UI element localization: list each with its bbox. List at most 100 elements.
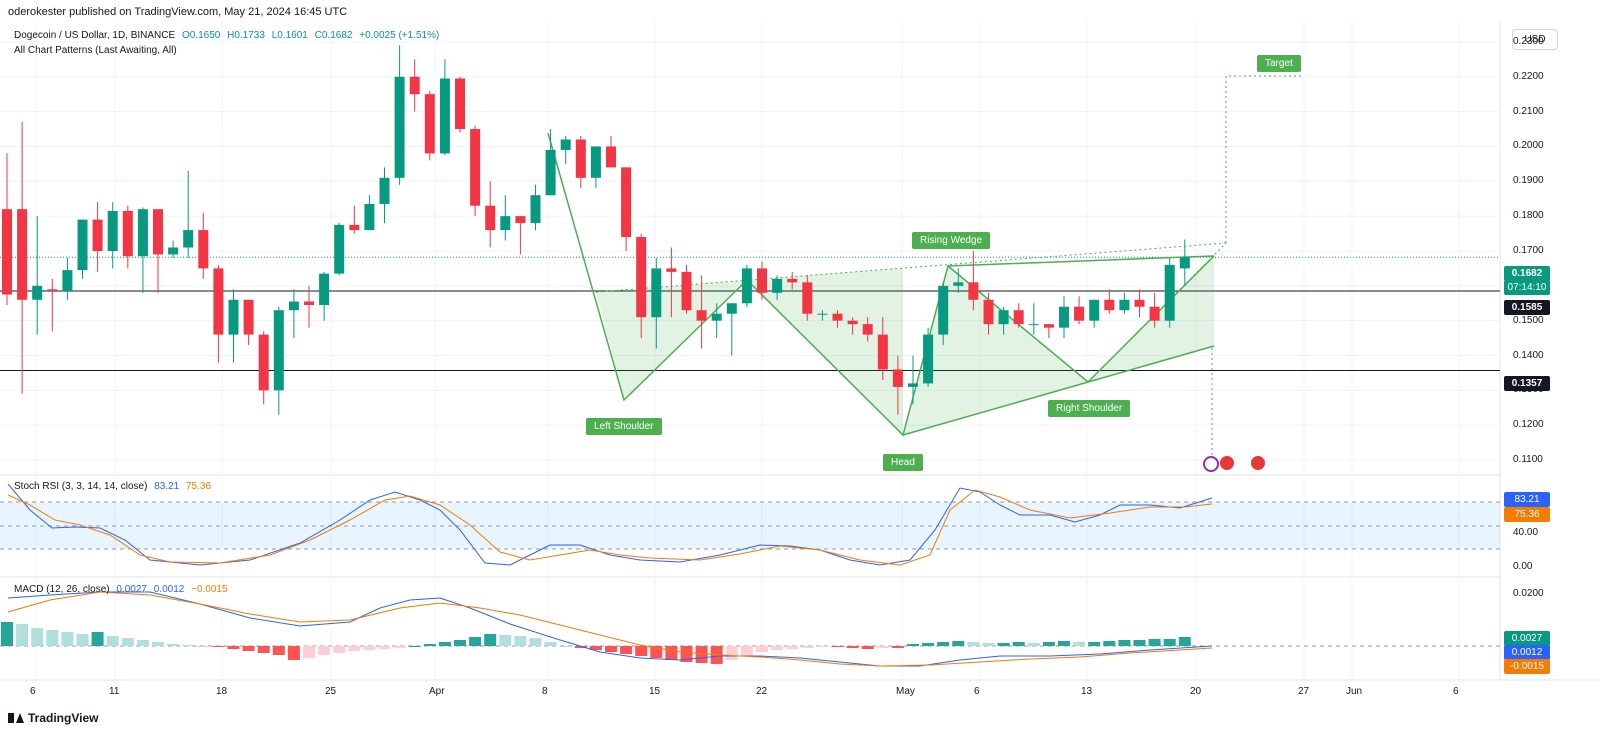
candle-body: [1134, 299, 1145, 307]
macd-histogram-bar: [861, 646, 874, 649]
candle-body: [364, 203, 375, 231]
macd-histogram-bar: [333, 646, 346, 653]
macd-histogram-bar: [61, 632, 74, 646]
candle-body: [424, 94, 435, 154]
ohlc-close: C0.1682: [314, 30, 353, 41]
macd-histogram-bar: [31, 628, 44, 646]
macd-histogram-bar: [1133, 640, 1146, 646]
macd-histogram-bar: [680, 646, 693, 662]
macd-histogram-bar: [876, 646, 889, 648]
macd-histogram-bar: [771, 646, 784, 650]
time-axis-label: 15: [649, 686, 661, 697]
macd-histogram-bar: [620, 646, 633, 654]
candle-body: [198, 230, 209, 269]
macd-histogram-bar: [1058, 641, 1070, 646]
us-flag-event-icon-2[interactable]: [1251, 456, 1265, 470]
candle-body: [772, 278, 783, 293]
candle-body: [1149, 306, 1160, 321]
macd-histogram-bar: [46, 630, 59, 646]
macd-histogram-bar: [831, 646, 844, 647]
patterns-legend[interactable]: All Chart Patterns (Last Awaiting, All): [14, 45, 181, 56]
candle-body: [62, 270, 73, 292]
macd-histogram-bar: [786, 646, 799, 649]
candle-body: [862, 324, 873, 335]
wedge-upper-line: [947, 255, 1215, 267]
target-label[interactable]: Target: [1257, 55, 1301, 72]
price-axis-label: 0.1800: [1513, 210, 1544, 222]
top-bar: oderokester published on TradingView.com…: [0, 0, 1600, 24]
macd-histogram-bar: [574, 646, 587, 648]
candle-body: [485, 205, 496, 231]
candle-body: [817, 313, 828, 315]
time-axis-label: 8: [542, 686, 548, 697]
us-flag-event-icon[interactable]: [1220, 456, 1234, 470]
stoch-d-value: 75.36: [186, 481, 212, 492]
macd-hist-tag: 0.0027: [1504, 631, 1550, 646]
rising-wedge-label[interactable]: Rising Wedge: [912, 232, 991, 249]
candle-body: [877, 334, 888, 370]
macd-histogram-bar: [393, 646, 406, 648]
macd-histogram-bar: [242, 646, 255, 651]
price-axis-label: 0.1100: [1513, 454, 1543, 466]
price-axis-label: 0.2100: [1513, 105, 1544, 117]
candle-body: [379, 177, 390, 204]
candle-body: [1104, 299, 1115, 311]
time-axis-label: 22: [756, 686, 768, 697]
price-axis-label: 0.1900: [1513, 175, 1544, 187]
symbol-legend[interactable]: Dogecoin / US Dollar, 1D, BINANCE O0.165…: [14, 30, 443, 41]
price-axis-label: 0.1400: [1513, 349, 1544, 361]
candle-body: [273, 310, 284, 391]
macd-histogram-bar: [212, 646, 225, 647]
macd-histogram-bar: [891, 646, 904, 648]
macd-histogram-bar: [1042, 642, 1055, 646]
stoch-d-tag: 75.36: [1504, 507, 1550, 522]
candle-body: [500, 216, 511, 231]
stoch-legend[interactable]: Stoch RSI (3, 3, 14, 14, close) 83.21 75…: [14, 481, 215, 492]
tradingview-logo[interactable]: TradingView: [8, 711, 98, 725]
event-lightning-icon[interactable]: [1203, 456, 1219, 472]
candle-body: [923, 334, 934, 384]
head-label[interactable]: Head: [883, 454, 923, 471]
candle-body: [153, 209, 163, 255]
macd-histogram-bar: [499, 635, 512, 646]
macd-title: MACD (12, 26, close): [14, 584, 110, 595]
macd-histogram-bar: [695, 646, 708, 663]
macd-histogram-bar: [121, 638, 134, 646]
candle-body: [802, 282, 813, 314]
candle-body: [409, 76, 420, 95]
macd-histogram-bar: [227, 646, 240, 649]
ohlc-change: +0.0025 (+1.51%): [359, 30, 440, 41]
stoch-d-line: [7, 489, 1213, 566]
currency-button[interactable]: USD: [1512, 29, 1558, 50]
macd-histogram-bar: [725, 646, 738, 660]
candle-body: [1028, 324, 1039, 326]
candle-body: [470, 129, 481, 206]
neckline-dotted: [595, 242, 1227, 293]
macd-histogram-bar: [1103, 641, 1116, 646]
macd-histogram-bar: [1118, 640, 1131, 646]
time-axis-label: 6: [974, 686, 980, 697]
left-shoulder-label[interactable]: Left Shoulder: [586, 418, 662, 435]
last-price-tag: 0.1682: [1504, 266, 1550, 281]
macd-signal-line: [7, 591, 1213, 667]
macd-histogram-bar: [423, 644, 436, 646]
macd-line: [7, 591, 1213, 667]
stoch-title: Stoch RSI (3, 3, 14, 14, close): [14, 481, 148, 492]
candle-body: [122, 210, 133, 257]
candle-body: [349, 224, 360, 231]
price-axis-label: 0.2200: [1513, 70, 1544, 82]
macd-histogram-bar: [454, 640, 466, 646]
candle-body: [1043, 324, 1054, 328]
macd-histogram-bar: [438, 642, 451, 646]
time-axis-label: 6: [1453, 686, 1459, 697]
macd-histogram-bar: [1088, 642, 1101, 646]
macd-legend[interactable]: MACD (12, 26, close) 0.0027 0.0012 −0.00…: [14, 584, 232, 595]
right-shoulder-label[interactable]: Right Shoulder: [1048, 400, 1131, 417]
macd-line-tag: 0.0012: [1504, 645, 1550, 660]
candle-body: [455, 78, 465, 130]
symbol-name: Dogecoin / US Dollar, 1D, BINANCE: [14, 30, 176, 41]
candle-body: [32, 285, 43, 300]
macd-histogram-bar: [650, 646, 663, 658]
candle-body: [998, 310, 1009, 325]
